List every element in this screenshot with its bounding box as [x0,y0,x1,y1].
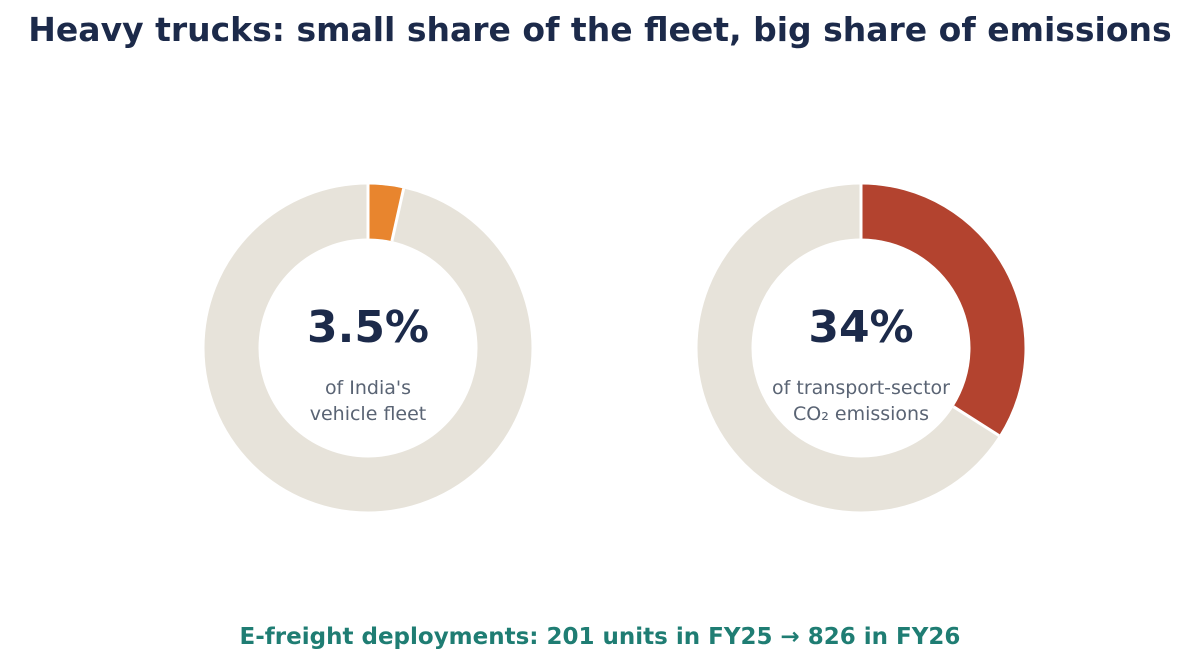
donut-emissions-value: 34% [808,302,913,353]
donut-emissions: 34% of transport-sector CO₂ emissions [697,184,1025,512]
donut-emissions-slice [861,184,1025,436]
donut-fleet-label-line2: vehicle fleet [310,403,427,425]
donut-emissions-label-line1: of transport-sector [772,377,950,399]
donut-fleet: 3.5% of India's vehicle fleet [204,184,532,512]
chart-title: Heavy trucks: small share of the fleet, … [28,10,1172,49]
donut-emissions-separator-end [952,405,1000,437]
footnote: E-freight deployments: 201 units in FY25… [239,624,961,650]
donut-fleet-separator-end [390,188,406,242]
donut-fleet-value: 3.5% [307,302,429,353]
donut-emissions-label-line2: CO₂ emissions [793,403,929,425]
donut-fleet-label-line1: of India's [325,377,411,399]
